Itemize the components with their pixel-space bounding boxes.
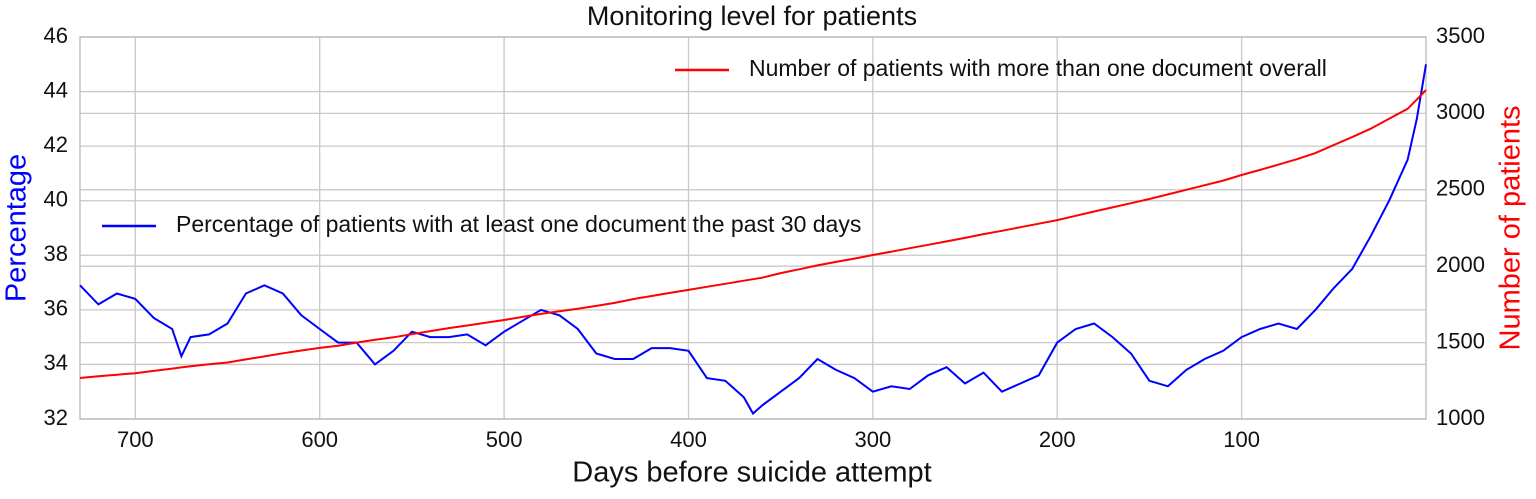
y-tick-label: 34 [44, 350, 68, 375]
y2-axis-label: Number of patients [1495, 105, 1527, 350]
y-tick-label: 46 [44, 23, 68, 48]
chart-title: Monitoring level for patients [587, 1, 917, 31]
y2-tick-label: 3500 [1436, 23, 1485, 48]
y-tick-label: 36 [44, 296, 68, 321]
legend-label: Number of patients with more than one do… [749, 55, 1327, 81]
x-axis-label: Days before suicide attempt [572, 457, 931, 489]
x-tick-label: 100 [1223, 427, 1260, 452]
y2-tick-label: 1000 [1436, 405, 1485, 430]
y-tick-label: 38 [44, 241, 68, 266]
x-tick-label: 300 [854, 427, 891, 452]
y-axis-label: Percentage [1, 154, 33, 302]
legend-label: Percentage of patients with at least one… [176, 211, 861, 237]
x-tick-label: 200 [1039, 427, 1076, 452]
y2-tick-label: 2000 [1436, 252, 1485, 277]
y2-tick-label: 1500 [1436, 328, 1485, 353]
y-tick-label: 32 [44, 405, 68, 430]
plot-frame [79, 36, 1427, 420]
x-tick-label: 400 [670, 427, 707, 452]
y-tick-label: 44 [44, 77, 68, 102]
data-line [79, 89, 1427, 379]
y-tick-label: 40 [44, 187, 68, 212]
y-tick-label: 42 [44, 132, 68, 157]
y2-tick-label: 2500 [1436, 176, 1485, 201]
data-line [79, 64, 1427, 416]
x-tick-label: 700 [117, 427, 154, 452]
x-tick-label: 500 [486, 427, 523, 452]
x-tick-label: 600 [301, 427, 338, 452]
y2-tick-label: 3000 [1436, 99, 1485, 124]
